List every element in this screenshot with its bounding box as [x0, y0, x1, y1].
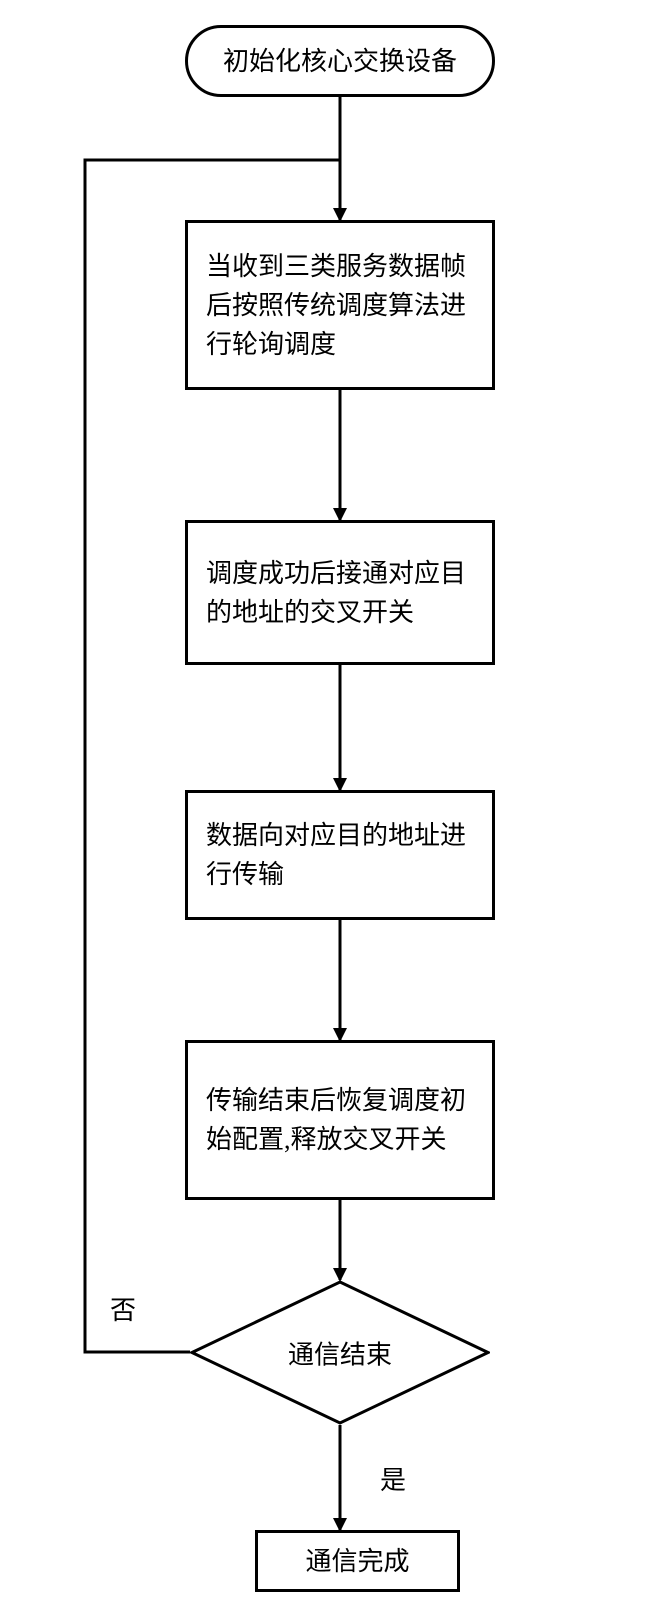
flowchart-step4: 传输结束后恢复调度初始配置,释放交叉开关: [185, 1040, 495, 1200]
flowchart-step1: 当收到三类服务数据帧后按照传统调度算法进行轮询调度: [185, 220, 495, 390]
flowchart-step3: 数据向对应目的地址进行传输: [185, 790, 495, 920]
decision-label: 通信结束: [288, 1340, 392, 1369]
edge-label-no: 否: [110, 1290, 136, 1327]
flowchart-end: 通信完成: [255, 1530, 460, 1592]
edge-label-yes: 是: [380, 1460, 406, 1497]
step2-label: 调度成功后接通对应目的地址的交叉开关: [206, 554, 474, 632]
flowchart-start: 初始化核心交换设备: [185, 25, 495, 97]
flowchart-decision: 通信结束: [190, 1280, 490, 1425]
flowchart-step2: 调度成功后接通对应目的地址的交叉开关: [185, 520, 495, 665]
step4-label: 传输结束后恢复调度初始配置,释放交叉开关: [206, 1081, 474, 1159]
step3-label: 数据向对应目的地址进行传输: [206, 816, 474, 894]
end-label: 通信完成: [305, 1542, 409, 1581]
step1-label: 当收到三类服务数据帧后按照传统调度算法进行轮询调度: [206, 247, 474, 364]
start-label: 初始化核心交换设备: [223, 42, 457, 81]
